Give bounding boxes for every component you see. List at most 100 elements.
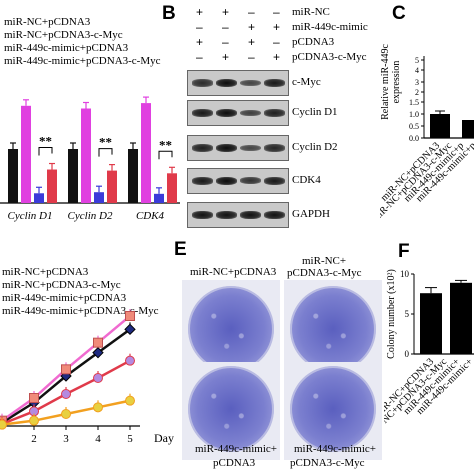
panel-letter: E: [174, 239, 187, 260]
legend-item: miR-NC+pCDNA3: [2, 266, 89, 278]
dish-label: miR-NC+pCDNA3: [190, 266, 277, 278]
blot-band: [264, 79, 285, 87]
condition-sign: +: [196, 35, 204, 49]
x-tick-label: 4: [95, 433, 101, 445]
y-tick-label: 1.0: [409, 110, 419, 119]
blot-strip: [187, 100, 289, 126]
condition-sign: +: [222, 50, 230, 64]
legend-item: miR-449c-mimic+pCDNA3-c-Myc: [4, 55, 161, 67]
y-axis-label: Relative miR-449c: [380, 44, 391, 120]
blot-band: [240, 211, 261, 219]
panel-letter: C: [392, 3, 406, 24]
blot-band: [216, 108, 237, 118]
blot-label: Cyclin D1: [292, 106, 338, 118]
x-tick-label: 2: [31, 433, 37, 445]
condition-label: miR-NC: [292, 6, 330, 18]
blot-band: [216, 78, 237, 88]
condition-sign: –: [222, 35, 229, 49]
x-tick-label: 5: [127, 433, 133, 445]
y-tick-label: 0.5: [409, 122, 419, 131]
legend-item: miR-449c-mimic+pCDNA3-c-Myc: [2, 305, 159, 317]
data-point: [93, 402, 103, 413]
blot-band: [240, 109, 261, 117]
significance-marker: **: [99, 135, 112, 150]
blot-band: [264, 109, 285, 117]
condition-label: pCDNA3-c-Myc: [292, 51, 367, 63]
gene-label: Cyclin D2: [68, 210, 113, 222]
blot-band: [192, 144, 213, 152]
panel-a-bar-chart: ** Cyclin D1 ** Cyclin D2 ** CDK4: [0, 96, 180, 222]
y-tick-label: 0.0: [409, 134, 419, 143]
x-axis-label: Day: [154, 431, 174, 445]
significance-marker: **: [159, 137, 172, 152]
dish-label: miR-NC+: [302, 255, 347, 267]
condition-sign: +: [248, 35, 256, 49]
panel-letter: B: [162, 3, 176, 24]
blot-band: [192, 79, 213, 87]
blot-band: [216, 176, 237, 186]
bar: [450, 282, 472, 354]
blot-strip: [187, 70, 289, 96]
y-tick-label: 10: [400, 269, 410, 279]
data-point: [125, 395, 135, 406]
blot-band: [264, 177, 285, 185]
colony-dish-449c-cmyc: [290, 366, 376, 452]
gene-label: CDK4: [136, 210, 165, 222]
panel-letter: F: [398, 241, 410, 262]
data-point: [61, 364, 71, 375]
bar: [430, 114, 450, 138]
bar: [21, 105, 31, 203]
gene-label: Cyclin D1: [8, 210, 53, 222]
condition-sign: –: [222, 20, 229, 34]
blot-label: GAPDH: [292, 208, 330, 220]
blot-band: [264, 144, 285, 152]
blot-band: [192, 211, 213, 219]
blot-strip: [187, 135, 289, 161]
data-point: [125, 311, 135, 321]
x-tick-label: 3: [63, 433, 69, 445]
condition-label: miR-449c-mimic: [292, 21, 368, 33]
blot-band: [240, 144, 261, 152]
bar: [34, 193, 44, 203]
significance-bracket: [98, 148, 113, 157]
legend-item: miR-NC+pCDNA3: [4, 16, 91, 28]
bar: [128, 149, 138, 203]
blot-label: CDK4: [292, 174, 321, 186]
blot-label: c-Myc: [292, 76, 321, 88]
significance-bracket: [158, 150, 173, 160]
dish-label: pCDNA3-c-Myc: [290, 457, 365, 469]
blot-band: [216, 143, 237, 153]
blot-strip: [187, 168, 289, 194]
y-tick-label: 1.5: [409, 98, 419, 107]
y-tick-label: 0: [405, 349, 410, 359]
legend-item: miR-449c-mimic+pCDNA3: [4, 42, 129, 54]
bar: [81, 108, 91, 203]
blot-band: [264, 211, 285, 219]
blot-strip: [187, 202, 289, 228]
data-point: [125, 355, 135, 366]
condition-sign: +: [248, 20, 256, 34]
y-tick-label: 3: [415, 78, 419, 87]
data-point: [124, 323, 136, 336]
bar: [167, 173, 177, 203]
panel-f-bar-chart: Colony number (x10²) 0510miR-NC+pCDNA3miR…: [384, 269, 474, 440]
colony-dish-nc-pcdna3: [188, 286, 274, 372]
panel-a: miR-NC+pCDNA3 miR-NC+pCDNA3-c-Myc miR-44…: [0, 0, 180, 240]
bar: [94, 192, 104, 203]
y-axis-label: Colony number (x10²): [386, 269, 397, 359]
dish-label: miR-449c-mimic+: [195, 443, 277, 455]
condition-sign: +: [273, 20, 281, 34]
condition-sign: –: [248, 50, 255, 64]
bar: [141, 103, 151, 203]
y-tick-label: 5: [405, 309, 410, 319]
condition-sign: –: [196, 20, 203, 34]
panel-c-bar-chart: Relative miR-449c expression 0.0 0.5 1.0 1.52…: [380, 44, 474, 224]
y-tick-label: 4: [415, 66, 419, 75]
y-tick-label: 2: [415, 88, 419, 97]
bar: [462, 120, 474, 138]
colony-dish-449c-pcdna3: [188, 366, 274, 452]
bar: [154, 193, 164, 203]
condition-sign: –: [248, 5, 255, 19]
dish-label: miR-449c-mimic+: [294, 443, 376, 455]
data-point: [93, 337, 103, 348]
